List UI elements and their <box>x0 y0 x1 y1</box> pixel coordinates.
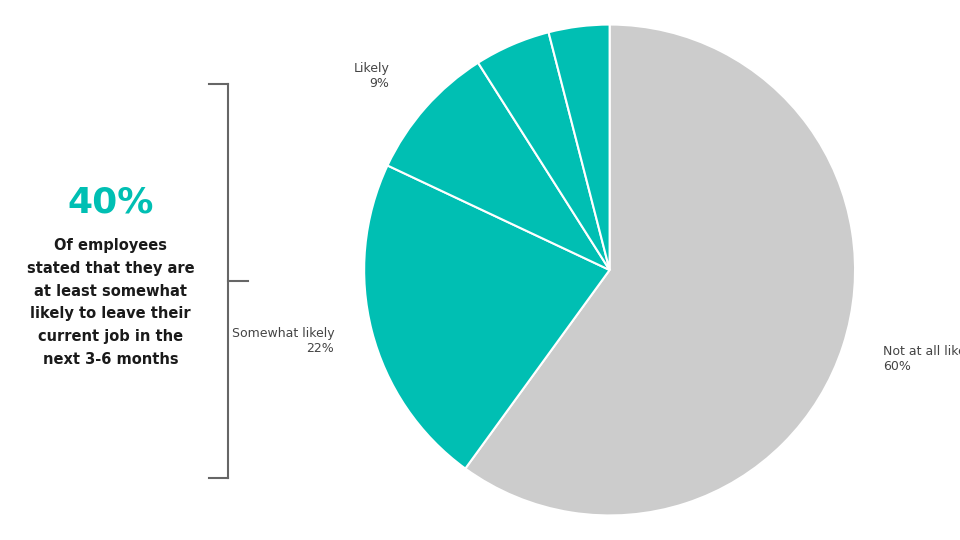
Wedge shape <box>548 24 610 270</box>
Wedge shape <box>388 63 610 270</box>
Wedge shape <box>364 165 610 469</box>
Text: Of employees
stated that they are
at least somewhat
likely to leave their
curren: Of employees stated that they are at lea… <box>27 238 194 367</box>
Text: Likely
9%: Likely 9% <box>353 62 390 90</box>
Text: 40%: 40% <box>67 186 154 219</box>
Wedge shape <box>466 24 855 516</box>
Text: Somewhat likely
22%: Somewhat likely 22% <box>231 327 334 355</box>
Text: Not at all likely
60%: Not at all likely 60% <box>883 345 960 373</box>
Wedge shape <box>478 32 610 270</box>
